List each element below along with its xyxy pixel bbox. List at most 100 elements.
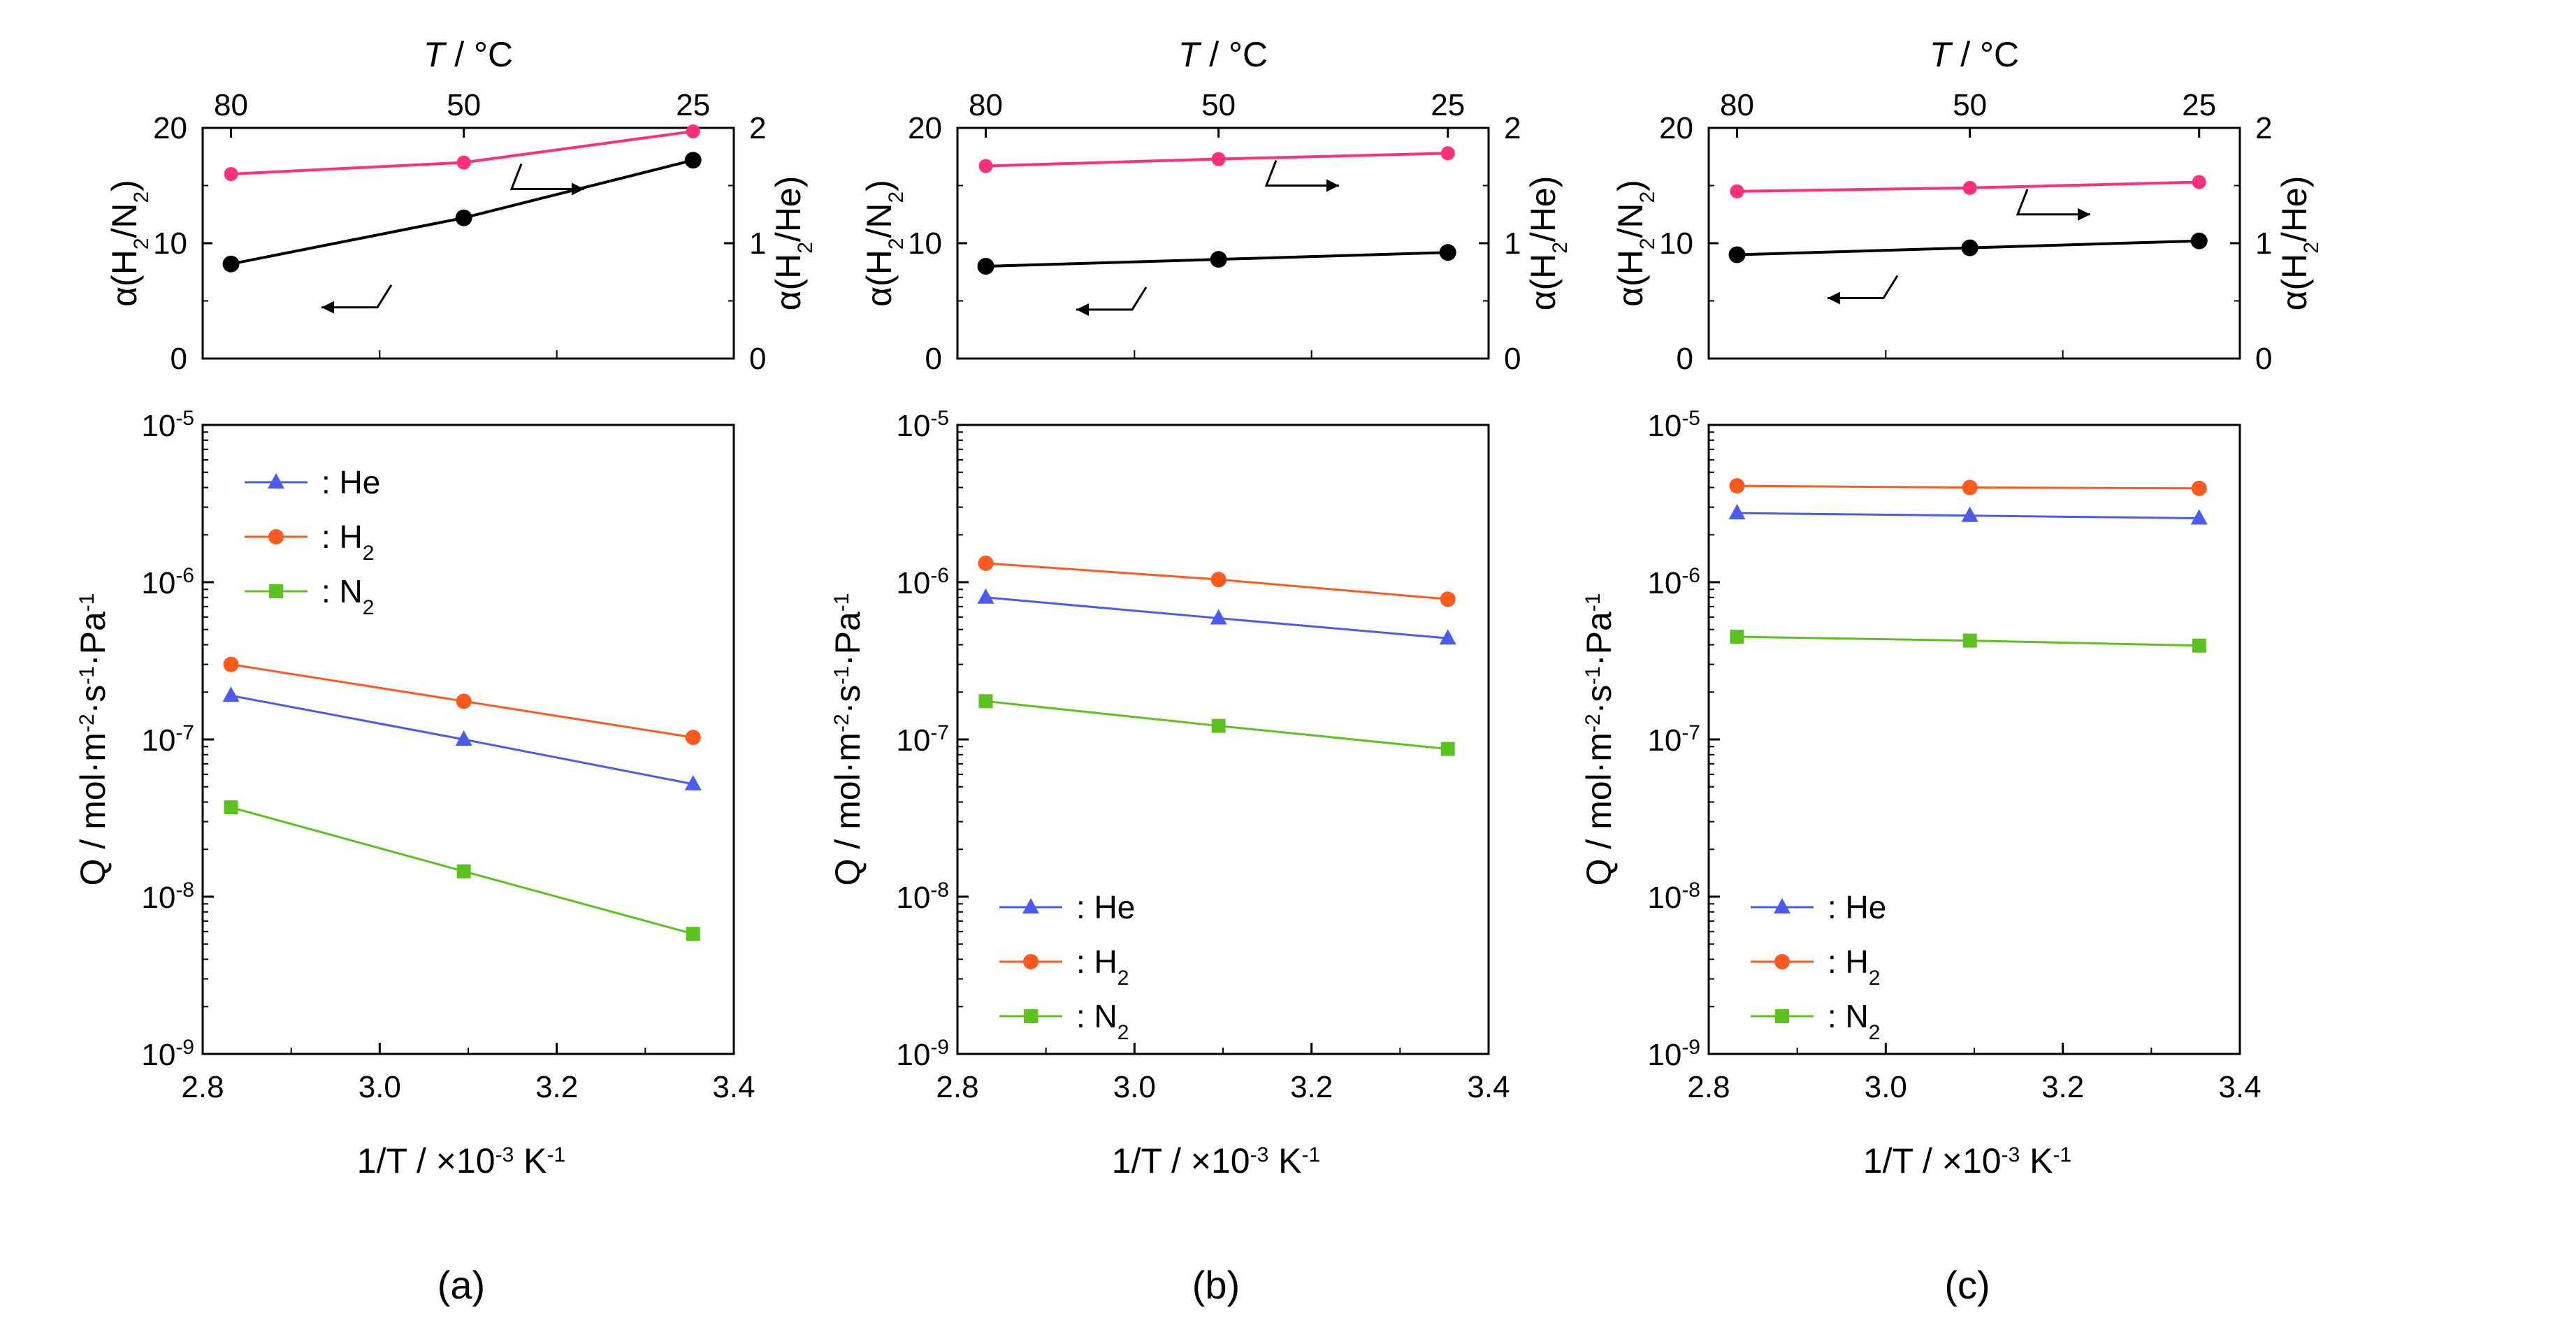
selectivity-point xyxy=(977,258,994,275)
x-tick-label: 3.4 xyxy=(712,1070,755,1104)
top-tick-label: 50 xyxy=(1953,88,1987,122)
top-tick-label: 25 xyxy=(676,88,710,122)
legend: : He : H2 : N2 xyxy=(1751,889,1886,1044)
selectivity-plot: 0 10 20 0 1 2 80 50 25 T / °C α(H2/N2) α(H2/He) xyxy=(860,35,1572,376)
x-tick-label: 3.2 xyxy=(535,1070,578,1104)
legend-label: : H2 xyxy=(1828,944,1880,990)
data-point-triangle xyxy=(1022,898,1039,913)
top-tick-label: 80 xyxy=(1720,88,1754,122)
y-tick-label: 10-6 xyxy=(141,564,194,601)
y-tick-label: 10-9 xyxy=(896,1036,949,1073)
y-tick-label: 10-9 xyxy=(141,1036,194,1073)
y-tick-label: 10-8 xyxy=(141,879,194,916)
top-tick-label: 80 xyxy=(969,88,1003,122)
data-point-circle xyxy=(1774,954,1790,969)
selectivity-point xyxy=(1728,246,1746,263)
right-axis-arrow xyxy=(509,163,584,190)
data-point-triangle xyxy=(1439,629,1456,645)
left-tick-label: 0 xyxy=(171,342,187,376)
left-axis-arrow xyxy=(1828,275,1899,299)
selectivity-point xyxy=(1962,180,1977,195)
y-tick-label: 10-7 xyxy=(896,721,949,758)
right-tick-label: 0 xyxy=(2255,342,2272,376)
x-axis-title: 1/T / ×10-3 K-1 xyxy=(1863,1141,2071,1180)
data-point-circle xyxy=(1440,591,1456,607)
right-tick-label: 1 xyxy=(2255,226,2272,261)
panel-label: (c) xyxy=(1944,1263,1990,1307)
selectivity-point xyxy=(224,167,238,181)
legend: : He : H2 : N2 xyxy=(245,464,380,619)
x-axis-title: 1/T / ×10-3 K-1 xyxy=(357,1141,565,1180)
y-axis-title: Q / mol·m-2·s-1·Pa-1 xyxy=(828,593,867,886)
data-point-square xyxy=(1730,630,1744,644)
permeance-plot: 2.8 3.0 3.2 3.4 10-5 10-6 10-7 10-8 10-9 1/T / ×1… xyxy=(1579,407,2262,1181)
data-point-triangle xyxy=(977,588,994,604)
data-point-square xyxy=(1024,1009,1038,1023)
x-tick-label: 3.0 xyxy=(1865,1070,1907,1104)
y-tick-label: 10-9 xyxy=(1647,1036,1700,1073)
legend-label: : H2 xyxy=(321,519,374,565)
data-point-square xyxy=(456,864,471,879)
legend-label: : N2 xyxy=(1828,998,1880,1044)
x-tick-label: 3.2 xyxy=(1290,1070,1333,1104)
legend-label: : N2 xyxy=(1076,998,1129,1044)
right-axis-arrowhead xyxy=(2078,208,2090,221)
x-tick-label: 2.8 xyxy=(936,1070,978,1104)
left-axis-arrowhead xyxy=(1076,303,1089,316)
data-point-circle xyxy=(223,656,239,672)
selectivity-point xyxy=(2190,232,2208,250)
legend-label: : He xyxy=(321,464,380,500)
y-tick-label: 10-5 xyxy=(1647,407,1700,444)
top-tick-label: 25 xyxy=(2182,88,2216,122)
data-point-circle xyxy=(2191,480,2207,496)
top-axis-title: T / °C xyxy=(424,35,513,74)
legend-label: : He xyxy=(1828,889,1886,925)
data-point-square xyxy=(1440,742,1455,756)
data-point-square xyxy=(2192,638,2206,653)
data-point-triangle xyxy=(2190,509,2208,525)
x-axis-title: 1/T / ×10-3 K-1 xyxy=(1112,1141,1320,1180)
legend-label: : N2 xyxy=(321,573,374,619)
left-tick-label: 0 xyxy=(1677,342,1693,376)
right-selectivity-title: α(H2/He) xyxy=(1524,176,1572,311)
y-tick-label: 10-8 xyxy=(1647,879,1700,916)
data-point-circle xyxy=(1962,479,1978,496)
data-point-square xyxy=(686,927,700,941)
x-tick-label: 3.0 xyxy=(359,1070,401,1104)
left-selectivity-title: α(H2/N2) xyxy=(105,180,153,307)
right-axis-arrow xyxy=(2016,189,2090,216)
left-tick-label: 10 xyxy=(153,226,187,261)
data-point-square xyxy=(1211,718,1226,733)
left-tick-label: 20 xyxy=(1659,111,1693,145)
chart-panel-1: 0 10 20 0 1 2 80 50 25 T / °C α(H2/N2) α(H2/He) 2.8 3… xyxy=(73,35,817,1307)
data-point-square xyxy=(1775,1009,1789,1023)
right-tick-label: 2 xyxy=(1504,111,1521,145)
top-axis-title: T / °C xyxy=(1178,35,1268,74)
x-tick-label: 3.4 xyxy=(2218,1070,2261,1104)
selectivity-point xyxy=(686,124,700,138)
left-tick-label: 0 xyxy=(925,342,942,376)
left-selectivity-title: α(H2/N2) xyxy=(860,180,908,307)
data-point-circle xyxy=(685,730,701,746)
x-tick-label: 3.4 xyxy=(1467,1070,1510,1104)
y-tick-label: 10-5 xyxy=(141,407,194,444)
left-axis-arrowhead xyxy=(1828,291,1840,305)
left-tick-label: 10 xyxy=(908,226,942,261)
selectivity-plot: 0 10 20 0 1 2 80 50 25 T / °C α(H2/N2) α(H2/He) xyxy=(105,35,817,376)
y-axis-title: Q / mol·m-2·s-1·Pa-1 xyxy=(1579,593,1619,886)
panel-label: (a) xyxy=(437,1263,485,1307)
legend: : He: H2: N2 xyxy=(999,889,1135,1044)
legend-label: : He xyxy=(1076,889,1135,925)
data-point-circle xyxy=(456,693,472,709)
top-tick-label: 50 xyxy=(1201,88,1236,122)
data-point-square xyxy=(224,800,238,815)
top-axis-title: T / °C xyxy=(1930,35,2019,74)
data-point-circle xyxy=(1023,954,1039,969)
left-selectivity-title: α(H2/N2) xyxy=(1611,180,1659,307)
top-tick-label: 25 xyxy=(1431,88,1465,122)
right-tick-label: 2 xyxy=(2255,111,2272,145)
left-tick-label: 20 xyxy=(153,111,187,145)
selectivity-point xyxy=(455,209,472,226)
y-tick-label: 10-6 xyxy=(1647,564,1700,601)
